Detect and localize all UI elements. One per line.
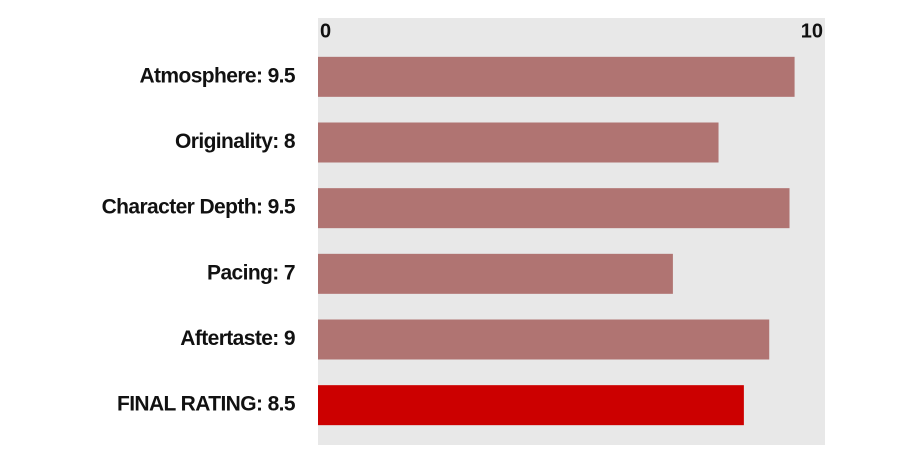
- x-tick-label: 0: [320, 20, 331, 42]
- category-label: Character Depth: 9.5: [102, 196, 296, 219]
- category-label: Pacing: 7: [207, 261, 295, 284]
- bar: [318, 122, 719, 163]
- bar: [318, 56, 795, 97]
- category-label: Aftertaste: 9: [180, 327, 295, 350]
- bar: [318, 253, 673, 294]
- category-label: FINAL RATING: 8.5: [117, 393, 296, 416]
- bar: [318, 319, 770, 360]
- category-label: Atmosphere: 9.5: [139, 64, 295, 87]
- category-label: Originality: 8: [175, 130, 296, 153]
- x-tick-label: 10: [801, 20, 823, 42]
- bar: [318, 385, 744, 426]
- bar: [318, 188, 790, 229]
